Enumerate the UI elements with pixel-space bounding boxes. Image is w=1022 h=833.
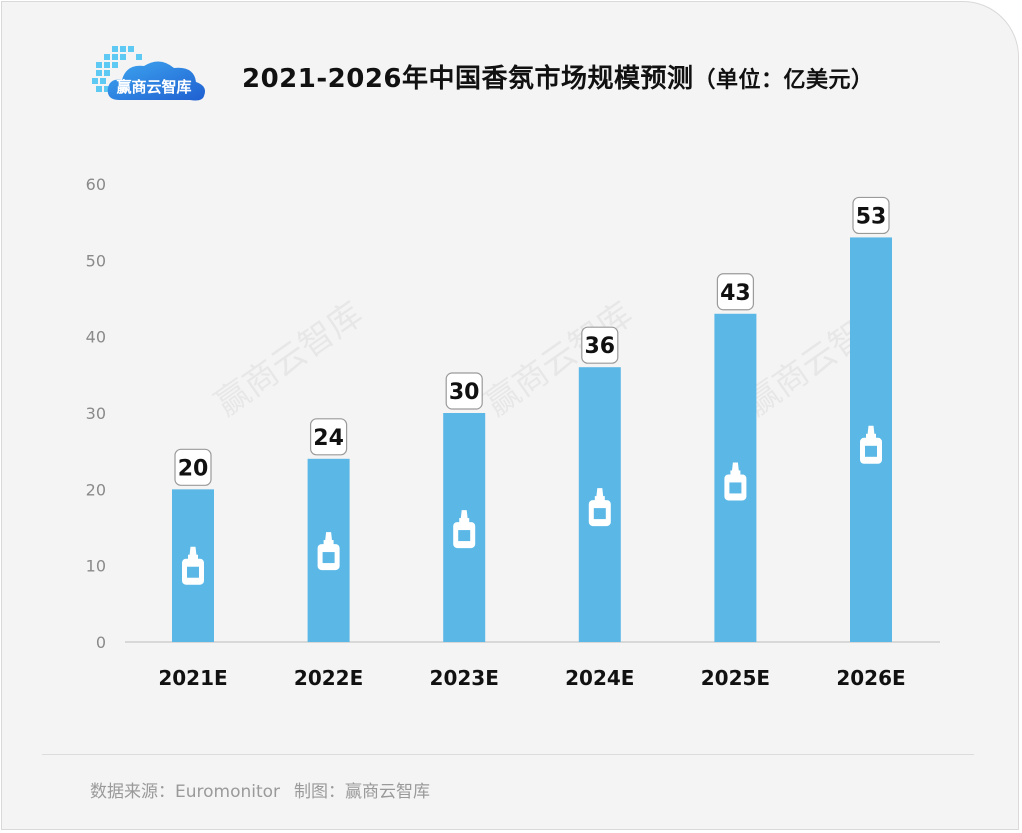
data-label: 30: [449, 380, 480, 405]
logo-text: 赢商云智库: [116, 78, 191, 96]
data-label-box: [174, 448, 212, 486]
y-axis: 0 10 20 30 40 50 60: [86, 175, 106, 652]
chart-title-unit: （单位：亿美元）: [693, 68, 874, 93]
bottle-icon: [724, 462, 747, 501]
bottle-icon: [860, 425, 882, 464]
data-label-box: [310, 418, 348, 456]
data-label: 20: [178, 456, 209, 481]
logo-pixels-icon: [92, 46, 142, 92]
data-label: 53: [856, 204, 887, 229]
y-tick-label: 0: [96, 633, 106, 652]
data-label-box: [852, 196, 890, 235]
x-tick-label: 2023E: [430, 666, 499, 690]
footer-divider: [42, 754, 974, 755]
bottle-icon: [182, 546, 204, 585]
bars: 20 24 30 36 43 53: [172, 196, 892, 642]
source-text: 数据来源：Euromonitor: [90, 782, 281, 802]
x-axis: 2021E 2022E 2023E 2024E 2025E 2026E: [158, 666, 905, 690]
x-tick-label: 2022E: [294, 666, 363, 690]
bottle-icon: [453, 510, 476, 549]
y-tick-label: 60: [86, 175, 106, 194]
x-tick-label: 2026E: [836, 666, 905, 690]
y-tick-label: 10: [86, 557, 106, 576]
data-label-box: [581, 326, 619, 364]
data-label: 24: [313, 426, 344, 451]
data-label: 36: [584, 334, 615, 359]
x-tick-label: 2025E: [701, 666, 770, 690]
x-tick-label: 2021E: [158, 666, 227, 690]
y-tick-label: 50: [86, 251, 106, 270]
chart-title: 2021-2026年中国香氛市场规模预测（单位：亿美元）: [242, 58, 874, 95]
data-label: 43: [720, 281, 751, 306]
chart-title-main: 2021-2026年中国香氛市场规模预测: [242, 64, 694, 94]
y-tick-label: 30: [86, 404, 106, 423]
y-tick-label: 40: [86, 328, 106, 347]
bottle-icon: [317, 532, 340, 571]
y-tick-label: 20: [86, 480, 106, 499]
data-label-box: [445, 372, 483, 410]
x-tick-label: 2024E: [565, 666, 634, 690]
footer: 数据来源：Euromonitor 制图：赢商云智库: [90, 777, 430, 802]
logo-cloud-icon: [107, 61, 205, 101]
bottle-icon: [588, 488, 611, 527]
brand-logo: 赢商云智库: [92, 46, 205, 101]
data-label-box: [716, 273, 755, 311]
credit-text: 制图：赢商云智库: [294, 782, 431, 802]
